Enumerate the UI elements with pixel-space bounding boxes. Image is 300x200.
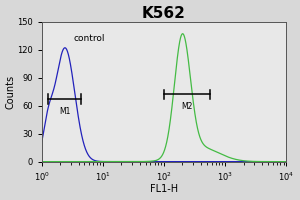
X-axis label: FL1-H: FL1-H [150, 184, 178, 194]
Text: M1: M1 [59, 107, 70, 116]
Y-axis label: Counts: Counts [6, 75, 16, 109]
Text: M2: M2 [181, 102, 193, 111]
Title: K562: K562 [142, 6, 186, 21]
Text: control: control [74, 34, 105, 43]
